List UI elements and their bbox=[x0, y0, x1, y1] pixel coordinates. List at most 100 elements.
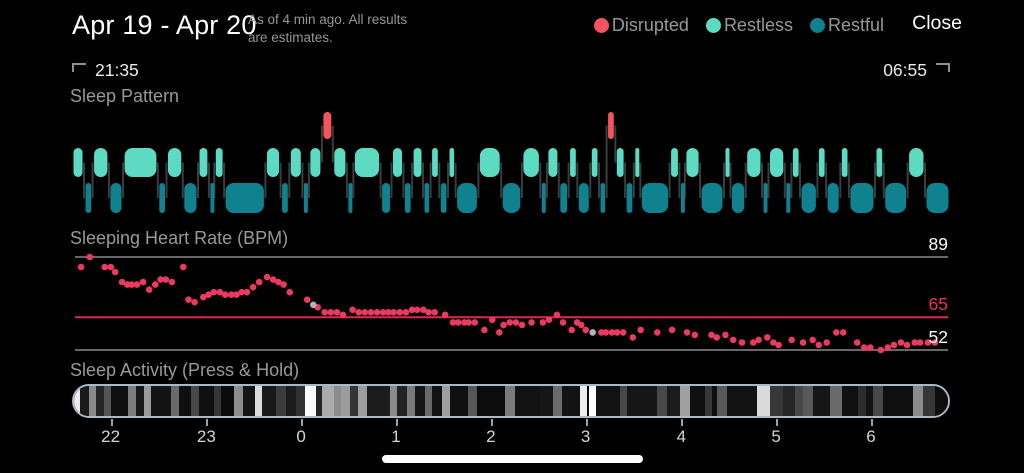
activity-bar bbox=[712, 386, 717, 416]
activity-bar bbox=[587, 386, 589, 416]
range-end-bracket-icon bbox=[936, 63, 950, 72]
activity-bar bbox=[442, 386, 450, 416]
activity-bar bbox=[866, 386, 873, 416]
activity-bar bbox=[883, 386, 913, 416]
activity-bar bbox=[305, 386, 316, 416]
activity-bar bbox=[262, 386, 276, 416]
sleep-pattern-title: Sleep Pattern bbox=[70, 86, 180, 106]
activity-bar bbox=[913, 386, 923, 416]
range-start-bracket-icon bbox=[72, 63, 86, 72]
activity-bar bbox=[540, 386, 553, 416]
activity-bar bbox=[757, 386, 770, 416]
activity-bar bbox=[425, 386, 432, 416]
activity-bar bbox=[341, 386, 350, 416]
activity-bar bbox=[553, 386, 562, 416]
hour-label-22: 22 bbox=[101, 427, 121, 446]
activity-bar bbox=[350, 386, 358, 416]
activity-bar bbox=[589, 386, 596, 416]
activity-bar bbox=[358, 386, 367, 416]
activity-bar bbox=[657, 386, 667, 416]
activity-bar bbox=[111, 386, 128, 416]
activity-bar bbox=[296, 386, 305, 416]
sleep-end-time: 06:55 bbox=[883, 60, 950, 81]
activity-bar bbox=[415, 386, 425, 416]
activity-bar bbox=[407, 386, 415, 416]
activity-bar bbox=[89, 386, 96, 416]
hour-label-1: 1 bbox=[391, 427, 401, 446]
activity-bar bbox=[627, 386, 657, 416]
activity-bar bbox=[680, 386, 690, 416]
activity-bar bbox=[620, 386, 627, 416]
page-title: Apr 19 - Apr 20 bbox=[72, 10, 257, 40]
legend-label: Restless bbox=[723, 15, 793, 35]
hour-label-2: 2 bbox=[486, 427, 496, 446]
sleep-end-time-label: 06:55 bbox=[883, 60, 927, 80]
activity-bar bbox=[367, 386, 390, 416]
hour-label-3: 3 bbox=[580, 427, 591, 446]
hour-tick bbox=[776, 419, 779, 426]
time-axis: 22 23 0 1 2 3 4 5 6 bbox=[72, 418, 950, 450]
legend-item-disrupted: Disrupted bbox=[593, 15, 689, 36]
hour-label-0: 0 bbox=[296, 427, 306, 446]
home-indicator[interactable] bbox=[382, 455, 643, 463]
activity-bar bbox=[783, 386, 795, 416]
hour-tick bbox=[206, 419, 209, 426]
activity-bar bbox=[450, 386, 468, 416]
activity-bar bbox=[813, 386, 830, 416]
hour-label-5: 5 bbox=[771, 427, 781, 446]
activity-bar bbox=[96, 386, 104, 416]
activity-bar bbox=[171, 386, 179, 416]
activity-bar bbox=[562, 386, 580, 416]
activity-bar bbox=[221, 386, 234, 416]
activity-bar bbox=[596, 386, 620, 416]
activity-bar bbox=[770, 386, 783, 416]
activity-bar bbox=[727, 386, 757, 416]
bpm-ref-label-89: 89 bbox=[928, 234, 948, 254]
activity-bar bbox=[468, 386, 477, 416]
activity-bar bbox=[144, 386, 151, 416]
hour-label-4: 4 bbox=[676, 427, 687, 446]
legend-item-restless: Restless bbox=[705, 15, 793, 36]
activity-bar bbox=[690, 386, 705, 416]
activity-bar bbox=[179, 386, 191, 416]
activity-bar bbox=[477, 386, 505, 416]
sleep-activity-strip[interactable] bbox=[72, 384, 950, 418]
bpm-ref-label-65: 65 bbox=[928, 294, 948, 315]
sleep-pattern-chart[interactable] bbox=[72, 110, 950, 214]
hour-tick bbox=[490, 419, 493, 426]
activity-bar bbox=[705, 386, 712, 416]
legend-label: Disrupted bbox=[611, 15, 689, 35]
legend-label: Restful bbox=[827, 15, 884, 35]
activity-bar bbox=[858, 386, 866, 416]
hour-label-6: 6 bbox=[866, 427, 876, 446]
hour-tick bbox=[110, 419, 113, 426]
hour-label-23: 23 bbox=[196, 427, 216, 446]
heart-rate-chart[interactable]: 89 65 52 bbox=[75, 235, 948, 353]
activity-bar bbox=[276, 386, 286, 416]
activity-bar bbox=[830, 386, 842, 416]
activity-bar bbox=[128, 386, 136, 416]
hour-tick bbox=[681, 419, 684, 426]
activity-bar bbox=[74, 386, 80, 416]
sleep-start-time: 21:35 bbox=[72, 60, 139, 81]
legend: Disrupted Restless Restful bbox=[593, 15, 884, 36]
bpm-ref-label-52: 52 bbox=[928, 327, 948, 347]
legend-item-restful: Restful bbox=[809, 15, 884, 36]
activity-bar bbox=[397, 386, 407, 416]
hour-tick bbox=[585, 419, 588, 426]
activity-bar bbox=[80, 386, 89, 416]
hour-tick bbox=[870, 419, 873, 426]
activity-bar bbox=[199, 386, 214, 416]
activity-bar bbox=[432, 386, 442, 416]
activity-bar bbox=[935, 386, 948, 416]
activity-bar bbox=[316, 386, 322, 416]
sleep-start-time-label: 21:35 bbox=[95, 60, 139, 80]
heart-rate-plot bbox=[75, 253, 948, 353]
activity-bar bbox=[191, 386, 199, 416]
close-button[interactable]: Close bbox=[912, 12, 962, 34]
activity-bar bbox=[104, 386, 111, 416]
activity-bar bbox=[873, 386, 883, 416]
activity-bar bbox=[255, 386, 262, 416]
activity-bar bbox=[214, 386, 221, 416]
